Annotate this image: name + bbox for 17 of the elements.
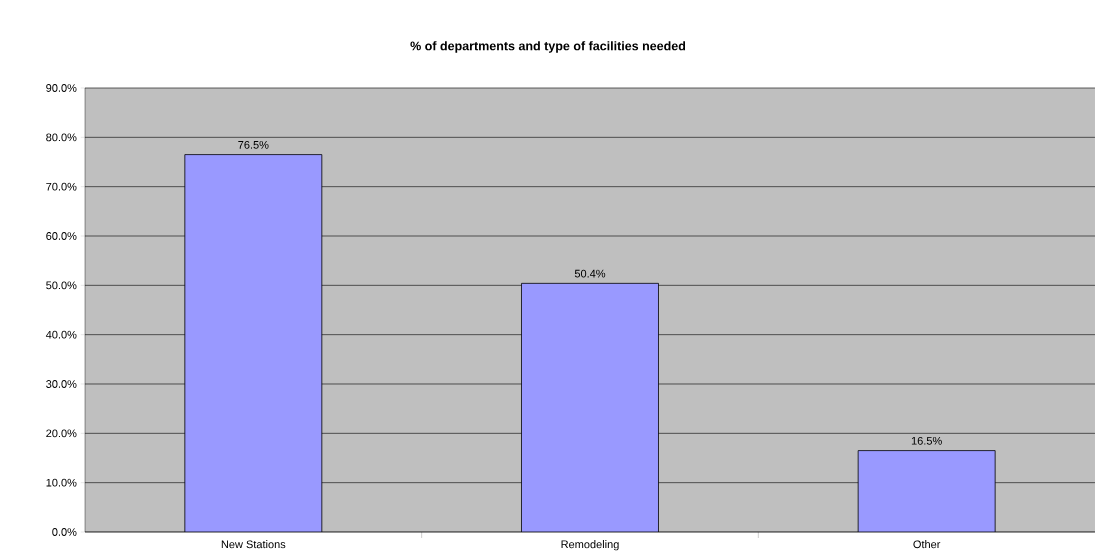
x-tick-label: Remodeling <box>561 540 619 551</box>
y-tick-label: 60.0% <box>46 232 77 240</box>
y-tick-label: 0.0% <box>52 528 77 536</box>
data-label: 50.4% <box>574 269 606 278</box>
data-label: 16.5% <box>911 436 942 445</box>
y-tick-label: 50.0% <box>46 281 77 290</box>
y-tick-label: 20.0% <box>46 429 77 438</box>
chart-title: % of departments and type of facilities needed <box>410 41 686 53</box>
data-label: 76.5% <box>238 140 269 149</box>
y-tick-label: 30.0% <box>46 380 77 388</box>
y-tick-label: 70.0% <box>46 182 77 191</box>
y-tick-label: 90.0% <box>46 84 77 92</box>
y-tick-label: 40.0% <box>45 330 77 339</box>
x-tick-label: Other <box>913 540 941 549</box>
y-tick-label: 80.0% <box>46 133 77 142</box>
y-tick-label: 10.0% <box>46 478 77 487</box>
x-tick-label: New Stations <box>221 540 286 549</box>
